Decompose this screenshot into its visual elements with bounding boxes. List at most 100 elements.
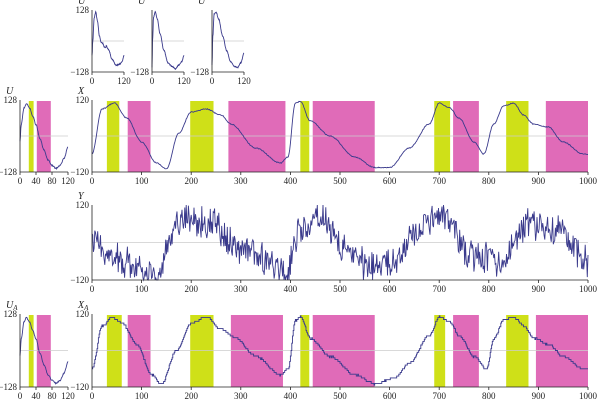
u_main-panel: 0 40 80 120 128 −128 U (0, 86, 75, 186)
u1-series-line (91, 10, 125, 67)
x_main-y-tick-label-bottom: −120 (70, 167, 89, 177)
x_main-highlight-5 (312, 101, 375, 172)
ua_main-y-tick-label-bottom: −128 (0, 382, 17, 392)
x_main-x-tick-label-6: 600 (383, 176, 397, 186)
u3-y-axis-label: U (198, 0, 206, 7)
xa_main-x-tick-label-5: 500 (333, 391, 347, 401)
u_main-x-tick-label-2: 80 (48, 176, 58, 186)
x_main-x-tick-label-1: 100 (135, 176, 149, 186)
u3-panel: 0 120 −128 U (190, 0, 251, 86)
x_main-x-tick-label-5: 500 (333, 176, 347, 186)
x_main-highlight-3 (228, 101, 286, 172)
x_main-x-tick-label-2: 200 (184, 176, 198, 186)
u_main-series-line (19, 103, 69, 171)
y_main-series-line (91, 204, 589, 282)
xa_main-highlight-9 (535, 315, 588, 387)
xa_main-x-tick-label-0: 0 (90, 391, 95, 401)
u1-x-tick-label-1: 120 (117, 76, 131, 86)
x_main-x-tick-label-10: 1000 (579, 176, 598, 186)
y_main-x-tick-label-8: 800 (482, 284, 496, 294)
x_main-highlight-1 (127, 101, 151, 172)
x_main-highlight-9 (545, 101, 588, 172)
ua_main-panel: 0 40 80 120 128 −128 UA (0, 300, 75, 401)
x_main-x-tick-label-0: 0 (90, 176, 95, 186)
ua_main-x-tick-label-1: 40 (32, 391, 42, 401)
x_main-highlight-7 (453, 101, 479, 172)
xa_main-x-tick-label-10: 1000 (579, 391, 598, 401)
x_main-y-axis-label: X (77, 86, 85, 97)
u_main-y-axis-label: U (6, 86, 14, 97)
xa_main-highlight-0 (106, 315, 122, 387)
xa_main-y-axis-label: XA (77, 300, 89, 312)
u3-y-tick-label-bottom: −128 (190, 67, 209, 77)
y_main-x-tick-label-5: 500 (333, 284, 347, 294)
xa_main-highlight-8 (506, 315, 529, 387)
u2-series-line (151, 10, 185, 71)
u3-series-line (211, 11, 245, 69)
xa_main-x-tick-label-7: 700 (432, 391, 446, 401)
xa_main-highlight-6 (434, 315, 446, 387)
xa_main-highlight-2 (190, 315, 214, 387)
y_main-panel: 0 100 200 300 400 500 600 700 800 900 1000 120 −120 Y (70, 191, 597, 294)
u_main-y-tick-label-bottom: −128 (0, 167, 17, 177)
y_main-x-tick-label-3: 300 (234, 284, 248, 294)
xa_main-x-tick-label-3: 300 (234, 391, 248, 401)
u3-x-tick-label-1: 120 (237, 76, 251, 86)
u1-panel: 0 120 128 −128 U (70, 0, 131, 86)
u_main-highlight-0 (28, 101, 34, 172)
x_main-x-tick-label-3: 300 (234, 176, 248, 186)
x_main-x-tick-label-7: 700 (432, 176, 446, 186)
xa_main-y-tick-label-bottom: −120 (70, 382, 89, 392)
u_main-highlight-1 (36, 101, 51, 172)
ua_main-x-tick-label-2: 80 (48, 391, 58, 401)
x_main-panel: 0 100 200 300 400 500 600 700 800 900 1000 120 −120 X (70, 86, 597, 186)
xa_main-panel: 0 100 200 300 400 500 600 700 800 900 1000 120 −120 X… (70, 300, 597, 401)
x_main-x-tick-label-8: 800 (482, 176, 496, 186)
xa_main-series-line (92, 315, 588, 386)
x_main-highlight-6 (434, 101, 451, 172)
xa_main-highlight-5 (312, 315, 375, 387)
x_main-x-tick-label-9: 900 (532, 176, 546, 186)
ua_main-x-tick-label-3: 120 (61, 391, 75, 401)
xa_main-x-tick-label-4: 400 (284, 391, 298, 401)
xa_main-x-tick-label-1: 100 (135, 391, 149, 401)
ua_main-y-axis-label: UA (6, 300, 18, 312)
xa_main-x-tick-label-2: 200 (184, 391, 198, 401)
xa_main-x-tick-label-9: 900 (532, 391, 546, 401)
u_main-y-tick-label-top: 128 (4, 95, 18, 105)
y_main-x-tick-label-10: 1000 (579, 284, 598, 294)
u1-y-tick-label-top: 128 (76, 5, 90, 15)
x_main-series-line (91, 100, 588, 170)
x_main-highlight-2 (190, 101, 214, 172)
ua_main-highlight-1 (36, 315, 51, 387)
y_main-y-axis-label: Y (78, 191, 85, 202)
x_main-highlight-8 (506, 101, 529, 172)
xa_main-x-tick-label-8: 800 (482, 391, 496, 401)
x_main-x-tick-label-4: 400 (284, 176, 298, 186)
u2-x-tick-label-0: 0 (150, 76, 155, 86)
xa_main-highlight-7 (453, 315, 479, 387)
u1-y-axis-label: U (78, 0, 86, 7)
y_main-x-tick-label-7: 700 (432, 284, 446, 294)
u3-x-tick-label-0: 0 (210, 76, 215, 86)
ua_main-series-line (19, 316, 69, 385)
x_main-highlight-4 (300, 101, 310, 172)
u2-y-tick-label-bottom: −128 (130, 67, 149, 77)
xa_main-highlight-1 (127, 315, 151, 387)
y_main-y-tick-label-bottom: −120 (70, 275, 89, 285)
u2-panel: 0 120 −128 U (130, 0, 191, 86)
u2-y-axis-label: U (138, 0, 146, 7)
xa_main-highlight-3 (230, 315, 283, 387)
y_main-x-tick-label-9: 900 (532, 284, 546, 294)
y_main-x-tick-label-6: 600 (383, 284, 397, 294)
u_main-x-tick-label-1: 40 (32, 176, 42, 186)
xa_main-x-tick-label-6: 600 (383, 391, 397, 401)
u_main-x-tick-label-0: 0 (18, 176, 23, 186)
y_main-y-tick-label-top: 120 (76, 200, 90, 210)
y_main-x-tick-label-0: 0 (90, 284, 95, 294)
u2-x-tick-label-1: 120 (177, 76, 191, 86)
xa_main-y-tick-label-top: 120 (76, 309, 90, 319)
ua_main-y-tick-label-top: 128 (4, 309, 18, 319)
y_main-x-tick-label-2: 200 (184, 284, 198, 294)
